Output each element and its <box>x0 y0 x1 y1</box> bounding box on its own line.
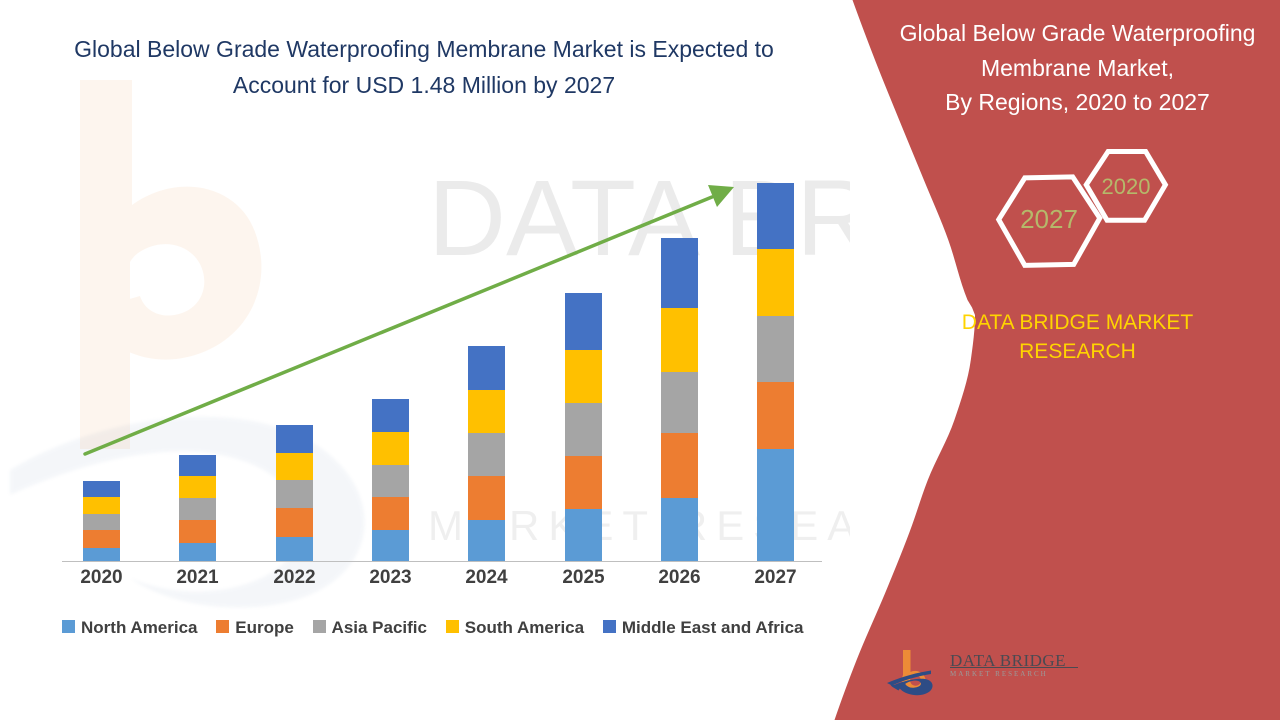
svg-text:2027: 2027 <box>1020 204 1078 234</box>
svg-text:2020: 2020 <box>1102 174 1151 199</box>
